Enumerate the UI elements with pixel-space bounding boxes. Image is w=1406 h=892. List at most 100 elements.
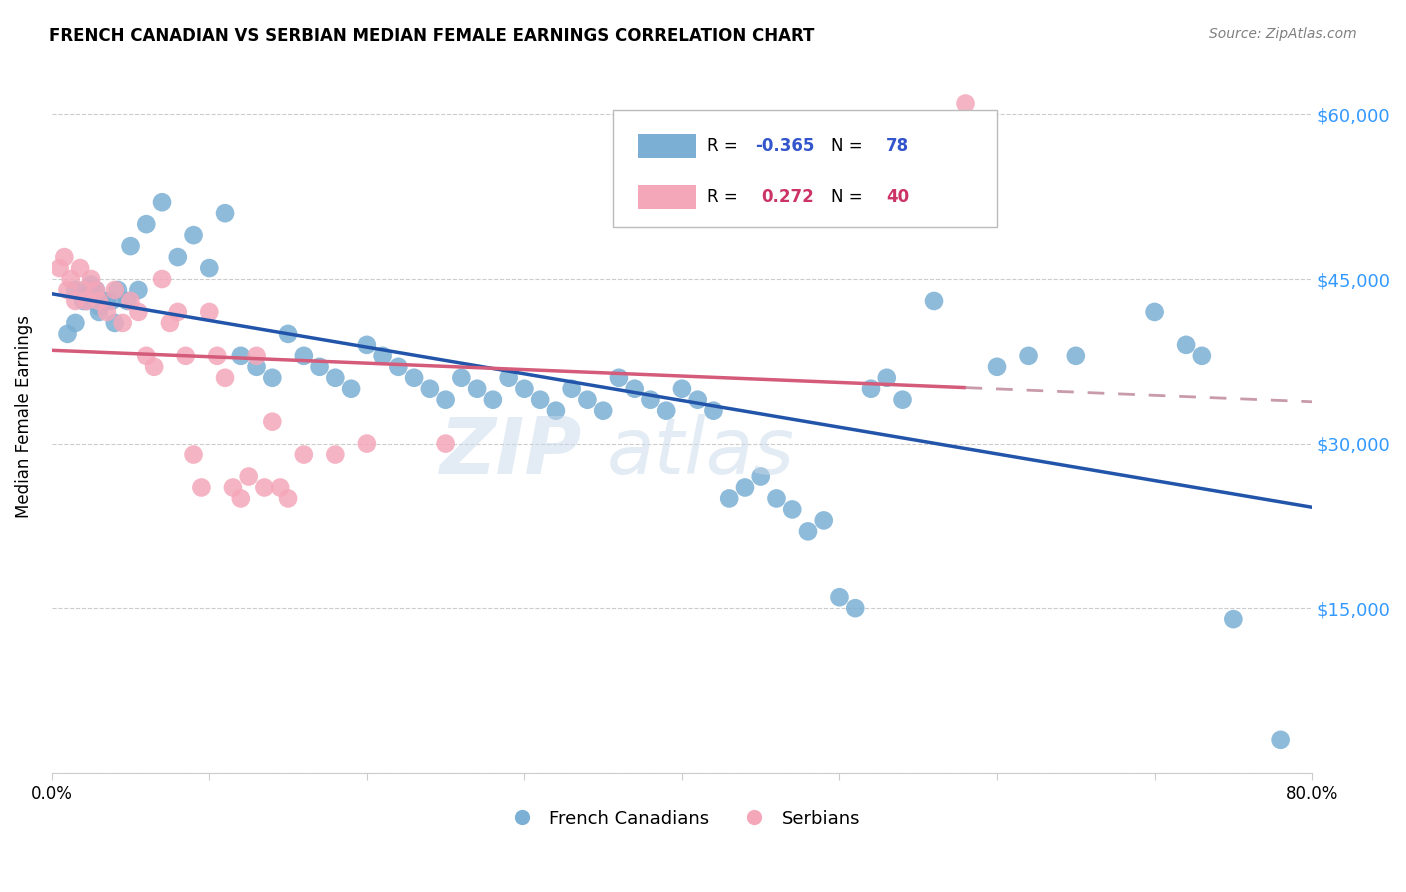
Point bbox=[828, 591, 851, 605]
Point bbox=[922, 293, 945, 308]
Point bbox=[592, 403, 614, 417]
Point bbox=[1191, 349, 1213, 363]
Point bbox=[1143, 305, 1166, 319]
Point bbox=[87, 300, 110, 314]
Point bbox=[111, 316, 134, 330]
Point bbox=[75, 293, 97, 308]
Point bbox=[205, 349, 228, 363]
Point bbox=[48, 261, 70, 276]
Point bbox=[419, 382, 441, 396]
Point bbox=[166, 250, 188, 264]
Point bbox=[166, 305, 188, 319]
Point bbox=[80, 277, 103, 292]
Point bbox=[69, 261, 91, 276]
Text: N =: N = bbox=[831, 188, 868, 206]
Point bbox=[404, 371, 426, 385]
Point bbox=[56, 283, 79, 297]
Text: N =: N = bbox=[831, 136, 868, 155]
Point bbox=[1270, 732, 1292, 747]
Point bbox=[72, 293, 94, 308]
Point bbox=[84, 283, 107, 297]
Point bbox=[1222, 612, 1244, 626]
Text: R =: R = bbox=[707, 136, 744, 155]
Point bbox=[80, 272, 103, 286]
Point bbox=[96, 305, 118, 319]
Point bbox=[561, 382, 583, 396]
Point bbox=[104, 316, 127, 330]
Text: 40: 40 bbox=[886, 188, 910, 206]
Point bbox=[75, 293, 97, 308]
Text: 78: 78 bbox=[886, 136, 910, 155]
Point bbox=[262, 371, 284, 385]
Point bbox=[655, 403, 678, 417]
Point bbox=[135, 349, 157, 363]
Y-axis label: Median Female Earnings: Median Female Earnings bbox=[15, 315, 32, 517]
Point bbox=[262, 415, 284, 429]
Point bbox=[340, 382, 363, 396]
Point bbox=[150, 272, 173, 286]
Point bbox=[238, 469, 260, 483]
Point bbox=[96, 293, 118, 308]
Point bbox=[482, 392, 505, 407]
Point bbox=[183, 228, 205, 243]
Point bbox=[859, 382, 882, 396]
Point bbox=[174, 349, 197, 363]
Point bbox=[891, 392, 914, 407]
Point bbox=[529, 392, 551, 407]
Point bbox=[72, 283, 94, 297]
Text: -0.365: -0.365 bbox=[755, 136, 814, 155]
Point bbox=[107, 283, 129, 297]
Point bbox=[84, 283, 107, 297]
Point bbox=[100, 293, 122, 308]
Point bbox=[702, 403, 724, 417]
Point bbox=[765, 491, 787, 506]
Point bbox=[127, 283, 149, 297]
Text: Source: ZipAtlas.com: Source: ZipAtlas.com bbox=[1209, 27, 1357, 41]
Point bbox=[813, 513, 835, 527]
Point bbox=[465, 382, 488, 396]
Point bbox=[120, 293, 142, 308]
Point bbox=[277, 326, 299, 341]
Point bbox=[135, 217, 157, 231]
Point bbox=[277, 491, 299, 506]
Point bbox=[749, 469, 772, 483]
Point bbox=[117, 293, 139, 308]
Point bbox=[104, 283, 127, 297]
Text: FRENCH CANADIAN VS SERBIAN MEDIAN FEMALE EARNINGS CORRELATION CHART: FRENCH CANADIAN VS SERBIAN MEDIAN FEMALE… bbox=[49, 27, 814, 45]
FancyBboxPatch shape bbox=[613, 110, 997, 227]
Point bbox=[844, 601, 866, 615]
Point bbox=[434, 392, 457, 407]
Point bbox=[253, 481, 276, 495]
Point bbox=[986, 359, 1008, 374]
Point bbox=[498, 371, 520, 385]
Point bbox=[292, 448, 315, 462]
Point bbox=[1018, 349, 1040, 363]
Point bbox=[640, 392, 662, 407]
Point bbox=[87, 293, 110, 308]
Point bbox=[797, 524, 820, 539]
Point bbox=[1175, 338, 1198, 352]
Point bbox=[80, 283, 103, 297]
Point bbox=[955, 96, 977, 111]
Point bbox=[780, 502, 803, 516]
Point bbox=[623, 382, 645, 396]
Point bbox=[269, 481, 291, 495]
Point bbox=[371, 349, 394, 363]
Point bbox=[198, 261, 221, 276]
FancyBboxPatch shape bbox=[638, 186, 696, 210]
Point bbox=[356, 436, 378, 450]
Point bbox=[120, 239, 142, 253]
Text: ZIP: ZIP bbox=[439, 414, 581, 490]
Legend: French Canadians, Serbians: French Canadians, Serbians bbox=[496, 803, 868, 835]
Point bbox=[53, 250, 76, 264]
Point bbox=[183, 448, 205, 462]
Point bbox=[65, 283, 87, 297]
Point bbox=[671, 382, 693, 396]
Point bbox=[198, 305, 221, 319]
Text: atlas: atlas bbox=[606, 414, 794, 490]
Point bbox=[87, 305, 110, 319]
Point bbox=[143, 359, 166, 374]
Point bbox=[214, 206, 236, 220]
Point bbox=[387, 359, 409, 374]
Point bbox=[907, 162, 929, 177]
